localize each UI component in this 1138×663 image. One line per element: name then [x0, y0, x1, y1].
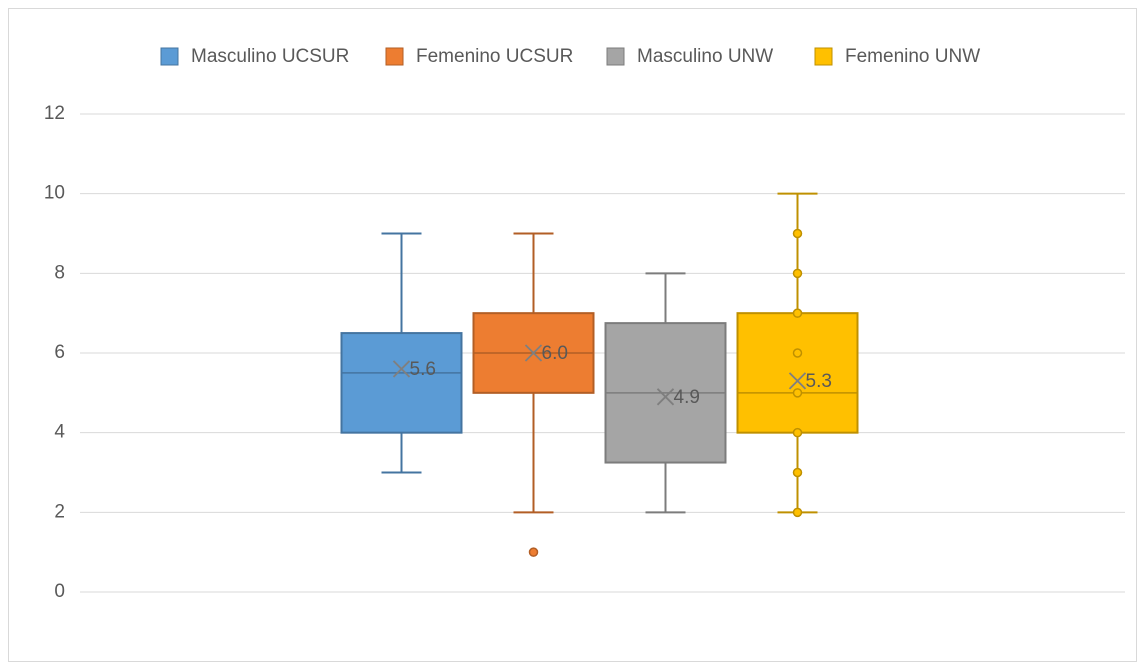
inner-point: [792, 348, 803, 358]
legend-swatch: [385, 47, 404, 66]
box: [736, 312, 859, 434]
y-tick-label: 12: [44, 103, 65, 124]
y-tick-label: 10: [44, 183, 65, 204]
legend-label: Masculino UNW: [637, 46, 773, 67]
inner-point: [792, 308, 803, 318]
inner-point: [792, 507, 803, 518]
mean-label: 6.0: [542, 343, 568, 364]
inner-point: [792, 228, 803, 239]
y-tick-label: 6: [54, 342, 65, 363]
y-tick-label: 4: [54, 422, 65, 443]
outlier: [528, 547, 539, 557]
legend-label: Masculino UCSUR: [191, 46, 349, 67]
legend-swatch: [160, 47, 179, 66]
inner-point: [792, 467, 803, 478]
mean-marker: [524, 344, 543, 362]
mean-label: 5.3: [806, 371, 832, 392]
legend-swatch: [606, 47, 625, 66]
mean-marker: [392, 360, 411, 378]
legend-label: Femenino UNW: [845, 46, 980, 67]
inner-point: [792, 388, 803, 398]
inner-point: [792, 427, 803, 438]
mean-label: 5.6: [410, 359, 436, 380]
y-tick-label: 8: [54, 262, 65, 283]
mean-marker: [788, 372, 807, 390]
box: [340, 332, 463, 434]
y-tick-label: 0: [54, 581, 65, 602]
legend-swatch: [814, 47, 833, 66]
y-tick-label: 2: [54, 501, 65, 522]
mean-marker: [656, 388, 675, 406]
mean-label: 4.9: [674, 387, 700, 408]
legend-label: Femenino UCSUR: [416, 46, 573, 67]
inner-point: [792, 268, 803, 279]
